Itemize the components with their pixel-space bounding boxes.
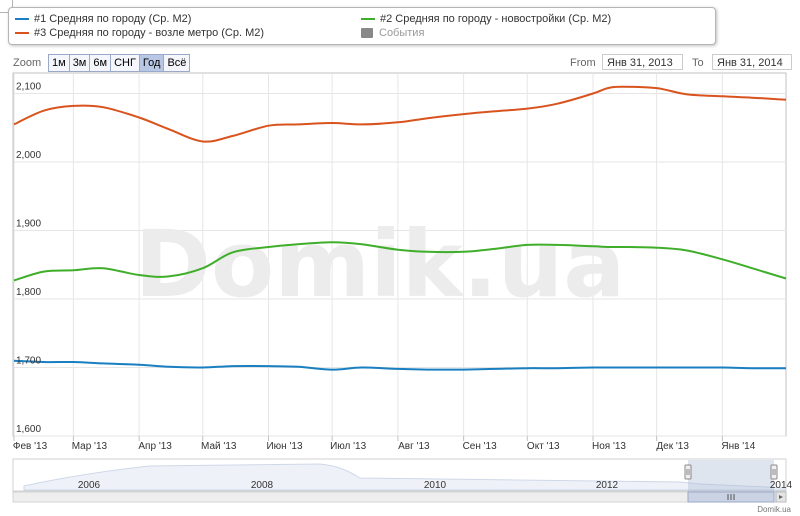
plot-area — [12, 72, 787, 437]
y-tick-label: 1,700 — [16, 356, 41, 367]
x-tick-label: Дек '13 — [656, 441, 689, 452]
x-axis-ticks — [13, 436, 723, 441]
legend-item-series-3[interactable]: #3 Средняя по городу - возле метро (Ср. … — [15, 26, 264, 40]
legend-item-series-2[interactable]: #2 Средняя по городу - новостройки (Ср. … — [361, 12, 611, 26]
x-tick-label: Сен '13 — [463, 441, 498, 452]
navigator-year-label: 2014 — [770, 480, 793, 491]
legend-label: #2 Средняя по городу - новостройки (Ср. … — [380, 13, 612, 25]
series-line-3[interactable] — [13, 85, 787, 143]
y-tick-label: 2,100 — [16, 82, 41, 93]
zoom-button[interactable]: Год — [138, 54, 165, 72]
zoom-button[interactable]: Всё — [163, 54, 191, 72]
zoom-button[interactable]: 3м — [68, 54, 91, 72]
navigator[interactable]: 2006 2008 2010 2012 2014 — [12, 458, 793, 492]
scrollbar-track[interactable] — [12, 491, 787, 503]
x-tick-label: Май '13 — [201, 441, 237, 452]
x-tick-label: Ноя '13 — [592, 441, 626, 452]
legend-label: #1 Средняя по городу (Ср. М2) — [34, 13, 192, 25]
navigator-scrollbar[interactable] — [12, 491, 787, 503]
legend-swatch — [15, 18, 29, 20]
zoom-button[interactable]: СНГ — [110, 54, 140, 72]
range-to-label: To — [692, 57, 704, 69]
x-tick-label: Окт '13 — [527, 441, 560, 452]
series-line-2[interactable] — [13, 241, 787, 282]
y-tick-label: 1,900 — [16, 219, 41, 230]
watermark-text: Domik.ua — [135, 211, 626, 318]
y-axis-labels: 1,600 1,700 1,800 1,900 2,000 2,100 — [16, 82, 41, 435]
x-axis-labels: Фев '13 Мар '13 Апр '13 Май '13 Июн '13 Июл '… — [13, 441, 756, 452]
legend-swatch — [361, 18, 375, 20]
navigator-left-handle[interactable] — [684, 464, 692, 480]
x-tick-label: Фев '13 — [13, 441, 48, 452]
navigator-year-label: 2012 — [596, 480, 619, 491]
x-tick-label: Апр '13 — [138, 441, 172, 452]
navigator-year-label: 2008 — [251, 480, 274, 491]
range-from-label: From — [570, 57, 596, 69]
y-tick-label: 1,800 — [16, 287, 41, 298]
navigator-year-label: 2010 — [424, 480, 447, 491]
navigator-series-area — [23, 463, 787, 491]
credits-text[interactable]: Domik.ua — [757, 505, 791, 514]
legend-item-events[interactable]: События — [361, 26, 424, 40]
range-to-input[interactable]: Янв 31, 2014 — [712, 54, 792, 70]
legend-item-series-1[interactable]: #1 Средняя по городу (Ср. М2) — [15, 12, 191, 26]
x-tick-label: Июл '13 — [330, 441, 367, 452]
legend-label: События — [379, 27, 425, 39]
legend: #1 Средняя по городу (Ср. М2) #2 Средняя… — [8, 7, 716, 45]
legend-label: #3 Средняя по городу - возле метро (Ср. … — [34, 27, 265, 39]
events-swatch-icon — [361, 28, 373, 38]
grip-lines-icon — [727, 494, 735, 500]
range-from-input[interactable]: Янв 31, 2013 — [602, 54, 683, 70]
x-tick-label: Янв '14 — [721, 441, 755, 452]
y-tick-label: 2,000 — [16, 150, 41, 161]
y-tick-label: 1,600 — [16, 424, 41, 435]
zoom-button[interactable]: 1м — [48, 54, 70, 72]
navigator-right-handle[interactable] — [770, 464, 778, 480]
navigator-year-label: 2006 — [78, 480, 101, 491]
arrow-right-icon — [779, 495, 783, 499]
grid-lines — [13, 73, 786, 437]
x-tick-label: Июн '13 — [266, 441, 302, 452]
zoom-button-group: 1м 3м 6м СНГ Год Всё — [48, 54, 191, 72]
series-lines — [13, 85, 787, 371]
series-line-1[interactable] — [13, 359, 787, 371]
legend-swatch — [15, 32, 29, 34]
zoom-label: Zoom — [13, 57, 42, 69]
navigator-selected-range[interactable] — [688, 460, 774, 491]
x-tick-label: Авг '13 — [398, 441, 430, 452]
x-tick-label: Мар '13 — [72, 441, 108, 452]
zoom-button[interactable]: 6м — [89, 54, 112, 72]
